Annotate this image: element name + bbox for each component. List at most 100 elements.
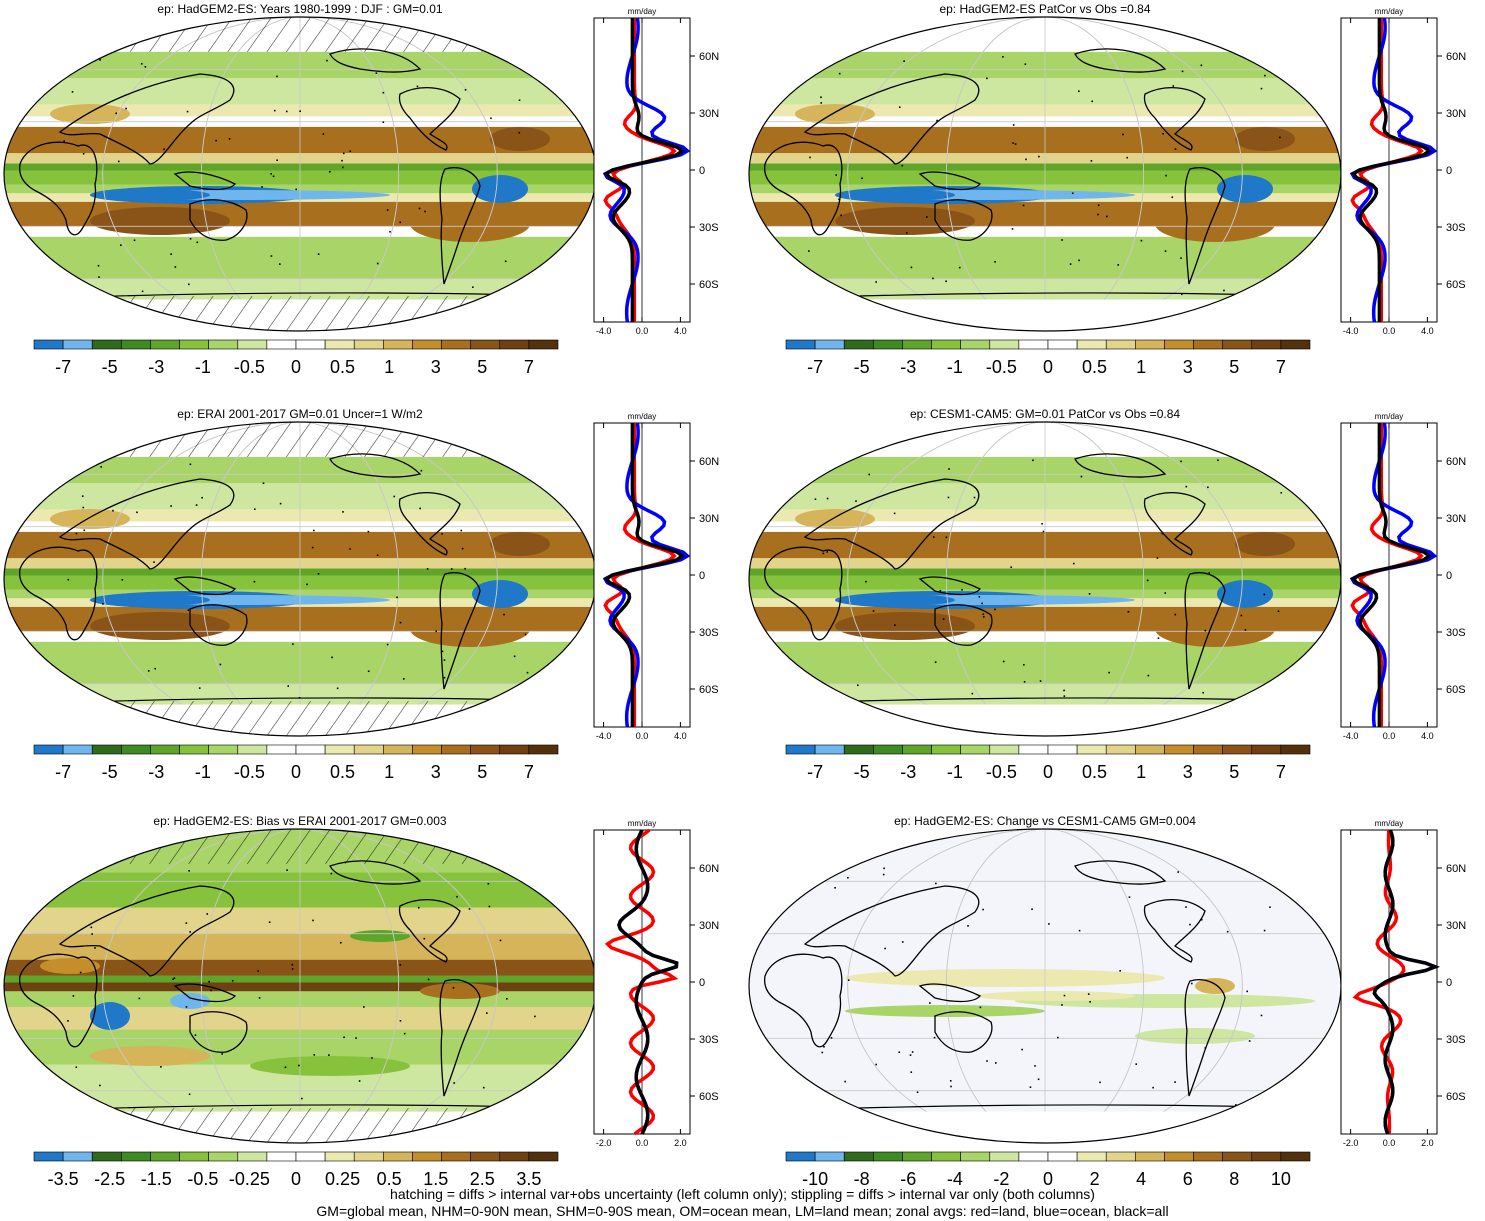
graticule — [749, 422, 1341, 736]
colorbar-swatch — [179, 1151, 209, 1162]
colorbar-swatch — [873, 1151, 903, 1162]
colorbar-swatch — [873, 744, 903, 755]
colorbar-label: -0.5 — [986, 357, 1017, 377]
colorbar-swatch — [353, 1151, 384, 1162]
colorbar-label: 7 — [1276, 357, 1286, 377]
latitude-label: 30N — [1446, 513, 1466, 525]
colorbar-swatch — [989, 1151, 1020, 1162]
world-map — [748, 16, 1342, 332]
graticule — [4, 422, 596, 736]
panel-hadgem2-bias: ep: HadGEM2-ES: Bias vs ERAI 2001-2017 G… — [0, 812, 745, 1192]
colorbar: -3.5 -2.5 -1.5 -0.5 -0.25 0 0.25 0.5 1.5 2.5 3.5 — [33, 1151, 559, 1189]
colorbar-swatch — [412, 1151, 442, 1162]
colorbar-label: 0 — [1043, 1169, 1053, 1189]
graticule — [749, 17, 1341, 331]
zonal-average-plot: -2.0 0.0 2.0 60N 30N 0 30S 60S mm/day — [593, 819, 719, 1148]
colorbar-swatch — [441, 339, 471, 350]
colorbar-swatch — [121, 744, 151, 755]
colorbar-label: -2.5 — [94, 1169, 125, 1189]
colorbar-swatch — [383, 744, 413, 755]
zonal-unit-label: mm/day — [628, 819, 656, 828]
colorbar-swatch — [208, 744, 239, 755]
colorbar: -7 -5 -3 -1 -0.5 0 0.5 1 3 5 7 — [785, 744, 1311, 782]
colorbar-label: 0.5 — [1082, 357, 1107, 377]
colorbar-swatch — [785, 744, 816, 755]
colorbar-swatch — [843, 1151, 874, 1162]
panel-hadgem2-climatology: ep: HadGEM2-ES: Years 1980-1999 : DJF : … — [0, 0, 745, 390]
colorbar-swatch — [843, 339, 874, 350]
colorbar-label: 7 — [524, 357, 534, 377]
colorbar-swatch — [1105, 744, 1136, 755]
colorbar-label: -8 — [854, 1169, 870, 1189]
zonal-series-all — [603, 18, 686, 322]
zonal-xtick-label: 0.0 — [636, 1138, 649, 1148]
colorbar-label: -5 — [854, 762, 870, 782]
stippling — [821, 867, 1282, 1106]
colorbar-label: -0.5 — [234, 357, 265, 377]
colorbar-label: 1.5 — [423, 1169, 448, 1189]
latitude-label: 30N — [699, 513, 719, 525]
zonal-xtick-label: -4.0 — [1343, 326, 1359, 336]
latitude-label: 30S — [699, 222, 719, 234]
colorbar-label: -0.25 — [229, 1169, 270, 1189]
colorbar-swatch — [324, 339, 355, 350]
colorbar-swatch — [528, 339, 559, 350]
zonal-average-plot: -4.0 0.0 4.0 60N 30N 0 30S 60S mm/day — [1340, 7, 1466, 336]
colorbar-swatch — [237, 744, 268, 755]
colorbar-swatch — [295, 744, 326, 755]
world-map — [3, 828, 597, 1144]
colorbar-swatch — [1076, 1151, 1107, 1162]
colorbar-label: 3.5 — [516, 1169, 541, 1189]
colorbar-swatch — [1251, 744, 1282, 755]
figure-caption: hatching = diffs > internal var+obs unce… — [0, 1186, 1485, 1220]
latitude-label: 60S — [1446, 684, 1466, 696]
colorbar-swatch — [1047, 339, 1078, 350]
zonal-xtick-label: -4.0 — [1343, 731, 1359, 741]
colorbar-swatch — [1280, 744, 1311, 755]
latitude-label: 0 — [699, 977, 705, 989]
coastlines — [18, 860, 481, 1097]
latitude-label: 30S — [699, 627, 719, 639]
colorbar-label: -7 — [55, 762, 71, 782]
zonal-average-plot: -4.0 0.0 4.0 60N 30N 0 30S 60S mm/day — [593, 7, 719, 336]
colorbar-label: -5 — [102, 762, 118, 782]
caption-line-hatching: hatching = diffs > internal var+obs unce… — [390, 1186, 1095, 1202]
colorbar-swatch — [91, 1151, 122, 1162]
latitude-label: 30S — [1446, 627, 1466, 639]
colorbar-swatch — [150, 339, 180, 350]
colorbar-label: -1 — [947, 357, 963, 377]
latitude-label: 60N — [699, 456, 719, 468]
colorbar-label: -1 — [195, 762, 211, 782]
colorbar-swatch — [470, 744, 501, 755]
zonal-xtick-label: -4.0 — [596, 326, 612, 336]
colorbar-swatch — [1280, 1151, 1311, 1162]
latitude-label: 60N — [1446, 456, 1466, 468]
zonal-xtick-label: 0.0 — [1383, 326, 1396, 336]
colorbar-swatch — [1105, 1151, 1136, 1162]
colorbar-label: 3 — [1183, 357, 1193, 377]
colorbar-swatch — [902, 339, 932, 350]
colorbar-swatch — [1135, 744, 1165, 755]
colorbar-swatch — [208, 339, 239, 350]
latitude-label: 60S — [699, 1091, 719, 1103]
colorbar-label: 5 — [1229, 357, 1239, 377]
colorbar-swatch — [1105, 339, 1136, 350]
colorbar-swatch — [960, 744, 991, 755]
zonal-xtick-label: 4.0 — [674, 731, 687, 741]
colorbar-label: 1 — [1136, 357, 1146, 377]
colorbar-swatch — [383, 339, 413, 350]
colorbar-label: -3.5 — [48, 1169, 79, 1189]
map-field — [4, 422, 596, 736]
colorbar-swatch — [1280, 339, 1311, 350]
zonal-xtick-label: -2.0 — [1343, 1138, 1359, 1148]
colorbar-swatch — [960, 1151, 991, 1162]
colorbar-label: 2.5 — [470, 1169, 495, 1189]
colorbar-swatch — [931, 1151, 961, 1162]
colorbar-swatch — [441, 1151, 471, 1162]
colorbar-swatch — [1222, 744, 1253, 755]
latitude-label: 30N — [1446, 108, 1466, 120]
zonal-xtick-label: -2.0 — [596, 1138, 612, 1148]
colorbar-swatch — [179, 339, 209, 350]
colorbar-swatch — [843, 744, 874, 755]
latitude-label: 30S — [699, 1034, 719, 1046]
